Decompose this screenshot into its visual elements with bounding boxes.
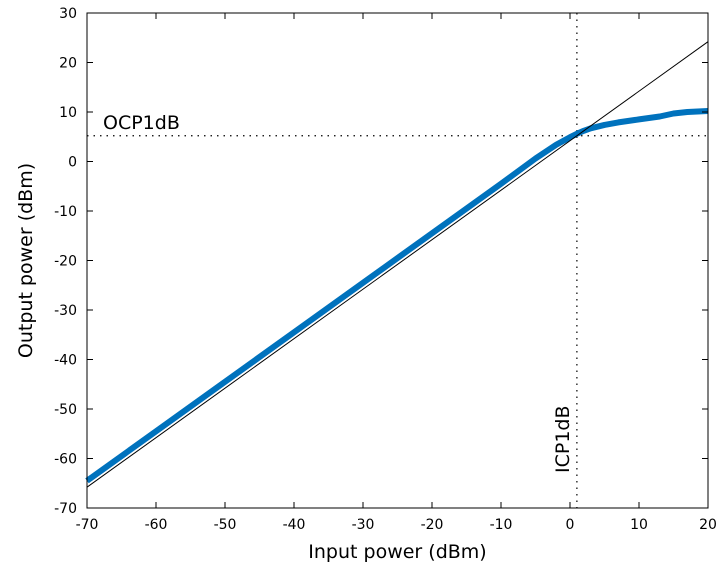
y-tick-label: -50	[54, 402, 77, 418]
x-tick-label: -70	[76, 517, 99, 533]
y-tick-label: -10	[54, 204, 77, 220]
y-axis-label: Output power (dBm)	[15, 163, 37, 358]
y-tick-label: 30	[59, 6, 77, 22]
ocp1db-label: OCP1dB	[103, 112, 180, 134]
x-tick-label: -50	[214, 517, 237, 533]
annotations-group: OCP1dB ICP1dB	[103, 112, 574, 473]
y-tick-label: 20	[59, 56, 77, 72]
guide-lines	[87, 13, 708, 508]
y-tick-label: -20	[54, 254, 77, 270]
x-tick-label: -60	[145, 517, 168, 533]
y-tick-label: 10	[59, 105, 77, 121]
x-tick-label: 10	[630, 517, 648, 533]
linear-reference-series	[86, 41, 709, 488]
y-tick-label: -30	[54, 303, 77, 319]
y-tick-label: 0	[68, 155, 77, 171]
x-tick-label: 20	[699, 517, 717, 533]
x-tick-label: 0	[566, 517, 575, 533]
y-tick-label: -60	[54, 452, 77, 468]
x-tick-label: -40	[283, 517, 306, 533]
measured-output-series	[85, 108, 709, 484]
x-tick-label: -30	[352, 517, 375, 533]
y-tick-label: -70	[54, 501, 77, 517]
x-tick-label: -10	[490, 517, 513, 533]
icp1db-label: ICP1dB	[552, 405, 574, 473]
series-group	[85, 41, 709, 488]
y-tick-label: -40	[54, 353, 77, 369]
x-tick-label: -20	[421, 517, 444, 533]
x-axis-label: Input power (dBm)	[308, 541, 486, 563]
ticks-group: -70 -60 -50 -40 -30 -20 -10 0 10 20 -70 -60 -50 -40 -3…	[54, 6, 717, 533]
